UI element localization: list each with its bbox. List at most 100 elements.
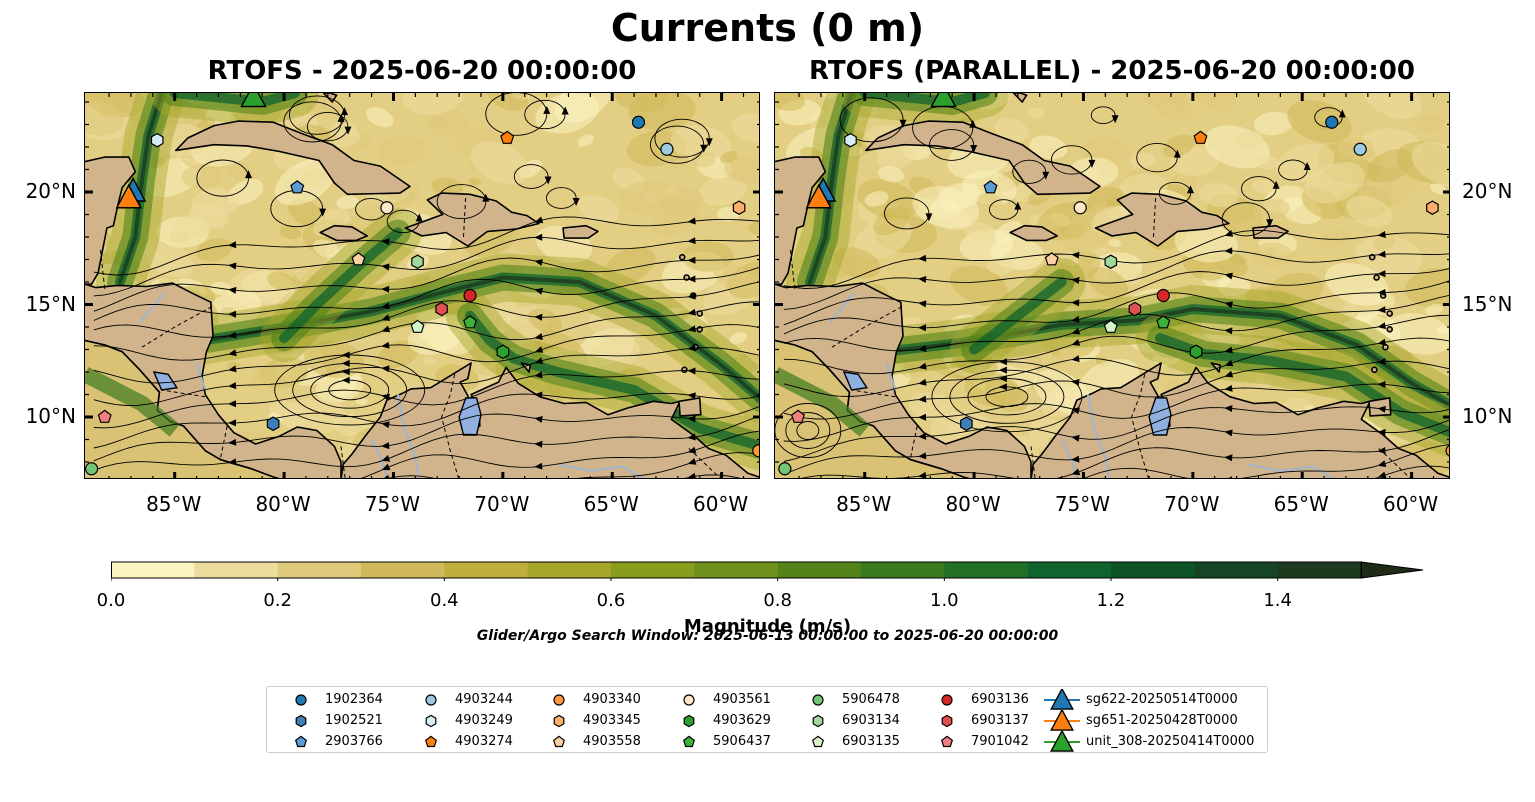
map-panel-rtofs[interactable] [84,92,760,479]
colorbar-segment [1194,562,1279,578]
legend-label: 6903136 [971,692,1029,707]
lon-label: 70°W [1164,492,1220,516]
colorbar-tick-label: 0.4 [430,590,459,611]
colorbar-segment [777,562,862,578]
colorbar-segment [694,562,779,578]
lon-label: 65°W [583,492,639,516]
lat-label: 15°N [1462,291,1513,316]
legend-marker-icon [1050,731,1074,752]
colorbar-tick-label: 1.4 [1263,590,1292,611]
figure-title: Currents (0 m) [610,6,925,50]
legend-label: 4903629 [713,713,771,728]
float-4903558 [1044,252,1059,266]
lon-label: 75°W [364,492,421,516]
legend-marker-icon [425,694,437,706]
legend-label: 6903137 [971,713,1029,728]
legend-label: 4903561 [713,692,771,707]
legend-marker-icon [552,735,566,748]
legend-label: 6903135 [842,734,900,749]
float-4903629 [496,344,510,360]
legend-label: 4903345 [583,713,641,728]
float-2903766 [983,180,998,194]
panel-title-rtofs-parallel: RTOFS (PARALLEL) - 2025-06-20 00:00:00 [809,56,1415,86]
streamline-arrows [899,109,1387,478]
colorbar-label: Magnitude (m/s) [683,616,852,637]
legend-marker-icon [811,735,825,748]
lon-label: 85°W [146,492,202,516]
legend-label: 4903244 [455,692,513,707]
colorbar-tick-label: 0.8 [763,590,792,611]
lon-label: 75°W [1054,492,1111,516]
lon-label: 85°W [836,492,892,516]
lakes-rivers [828,292,1334,478]
legend-marker-icon [812,694,824,706]
float-1902364 [1325,115,1339,129]
legend: 1902364 1902521 2903766 4903244 4903249 49032… [266,686,1268,753]
legend-label: 6903134 [842,713,900,728]
lon-label: 60°W [692,492,749,516]
search-window-note: Glider/Argo Search Window: 2025-06-13 00… [476,628,1059,644]
glider-sg651-20250428T0000 [115,183,142,209]
lat-label: 15°N [25,291,76,316]
float-6903136 [1156,288,1170,303]
float-6903134 [411,254,424,269]
lat-label: 10°N [25,404,76,428]
legend-marker-icon [295,714,307,728]
map-panel-rtofs-parallel[interactable] [774,92,1450,479]
float-4903561 [380,201,394,215]
streamlines [93,93,759,478]
colorbar-extend-arrow [1360,561,1424,579]
float-1902521 [266,416,280,432]
colorbar-segment [361,562,445,578]
colorbar [111,561,1424,581]
float-4903244 [1353,142,1367,156]
legend-marker-icon [553,694,565,706]
float-5906478 [778,462,792,476]
legend-label: sg651-20250428T0000 [1086,713,1238,728]
colorbar-segment [1277,562,1362,578]
float-1902521 [960,416,973,432]
float-6903137 [1128,301,1142,317]
legend-marker-icon [682,735,696,748]
legend-label: 4903558 [583,734,641,749]
float-4903340 [752,444,759,458]
legend-label: 1902364 [325,692,383,707]
colorbar-segment [944,562,1029,578]
country-borders [99,196,721,478]
lat-label: 20°N [1462,179,1513,203]
float-7901042 [790,409,805,423]
colorbar-segment [277,562,362,578]
colorbar-tick-label: 1.0 [930,590,959,611]
gliders [115,93,267,209]
lon-label: 70°W [474,492,530,516]
float-6903135 [1103,319,1118,333]
streamline-arrows [228,105,713,478]
legend-label: unit_308-20250414T0000 [1086,734,1255,749]
colorbar-segment [194,562,279,578]
land [775,93,1449,478]
panel-title-rtofs: RTOFS - 2025-06-20 00:00:00 [207,56,637,86]
argo-floats [85,115,759,476]
colorbar-segment [111,562,195,578]
glider-sg651-20250428T0000 [805,183,832,209]
legend-label: 2903766 [325,734,383,749]
current-jets [85,93,759,471]
colorbar-segment [444,562,529,578]
colorbar-tick-label: 0.2 [263,590,292,611]
legend-marker-icon [812,714,824,728]
legend-label: 5906478 [842,692,900,707]
float-4903558 [351,252,366,266]
float-5906478 [85,462,99,476]
legend-marker-icon [941,694,953,706]
lon-label: 65°W [1273,492,1329,516]
float-4903249 [150,132,164,148]
float-4903244 [660,142,674,156]
legend-marker-icon [940,735,954,748]
float-4903249 [844,132,857,148]
float-6903135 [410,319,425,333]
colorbar-tick-label: 0.0 [96,590,126,611]
legend-label: 7901042 [971,734,1029,749]
legend-marker-icon [683,714,695,728]
glider-unit_308-20250414T0000 [240,93,267,108]
float-4903345 [1426,200,1439,215]
